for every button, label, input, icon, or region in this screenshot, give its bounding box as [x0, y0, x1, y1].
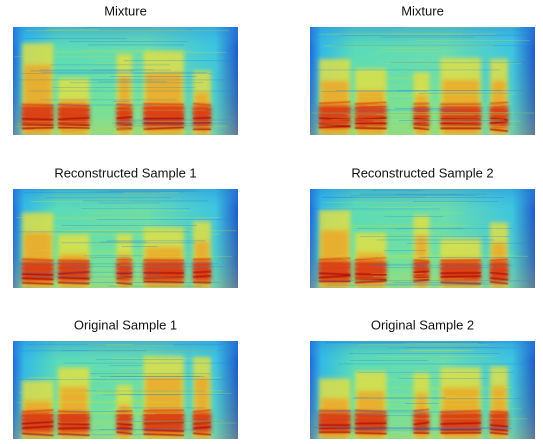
panel-title: Mixture [401, 3, 444, 18]
panel-title: Mixture [104, 3, 147, 18]
harmonic [144, 108, 185, 109]
harmonic [490, 270, 508, 271]
harmonic [441, 276, 482, 277]
harmonic [22, 274, 54, 275]
harmonic [441, 415, 482, 416]
harmonic [193, 272, 211, 273]
harmonic [355, 274, 387, 275]
harmonic [319, 263, 351, 264]
harmonic [22, 268, 54, 269]
panel-title: Reconstructed Sample 1 [54, 165, 196, 180]
harmonic [22, 128, 54, 129]
harmonic [22, 108, 54, 109]
spectrogram [13, 189, 238, 288]
spectrogram [13, 341, 238, 439]
panel-title: Original Sample 2 [371, 317, 474, 332]
panel-title: Original Sample 1 [74, 317, 177, 332]
harmonic [144, 104, 185, 105]
harmonic [414, 268, 430, 269]
spectrogram [310, 341, 535, 439]
harmonic [117, 419, 133, 420]
panel-title: Reconstructed Sample 2 [351, 165, 493, 180]
harmonic [414, 260, 430, 261]
figure: Mixture Mixture Reconstructed Sample 1 Reco… [0, 0, 543, 439]
harmonic [58, 418, 90, 419]
spectrogram [13, 27, 238, 135]
harmonic [58, 428, 90, 429]
harmonic [22, 420, 54, 421]
harmonic [22, 119, 54, 120]
spectrogram [310, 27, 535, 135]
energy-low [193, 105, 211, 129]
harmonic [117, 415, 133, 416]
harmonic [490, 412, 508, 413]
harmonic [58, 109, 90, 110]
harmonic [355, 128, 387, 129]
harmonic [58, 424, 90, 425]
harmonic [193, 118, 211, 119]
harmonic [193, 416, 211, 417]
harmonic [58, 260, 90, 261]
page: Mixture Mixture Reconstructed Sample 1 Reco… [0, 0, 543, 439]
harmonic [355, 433, 387, 434]
harmonic [58, 128, 90, 129]
harmonic [193, 113, 211, 114]
spectrogram [310, 189, 535, 288]
